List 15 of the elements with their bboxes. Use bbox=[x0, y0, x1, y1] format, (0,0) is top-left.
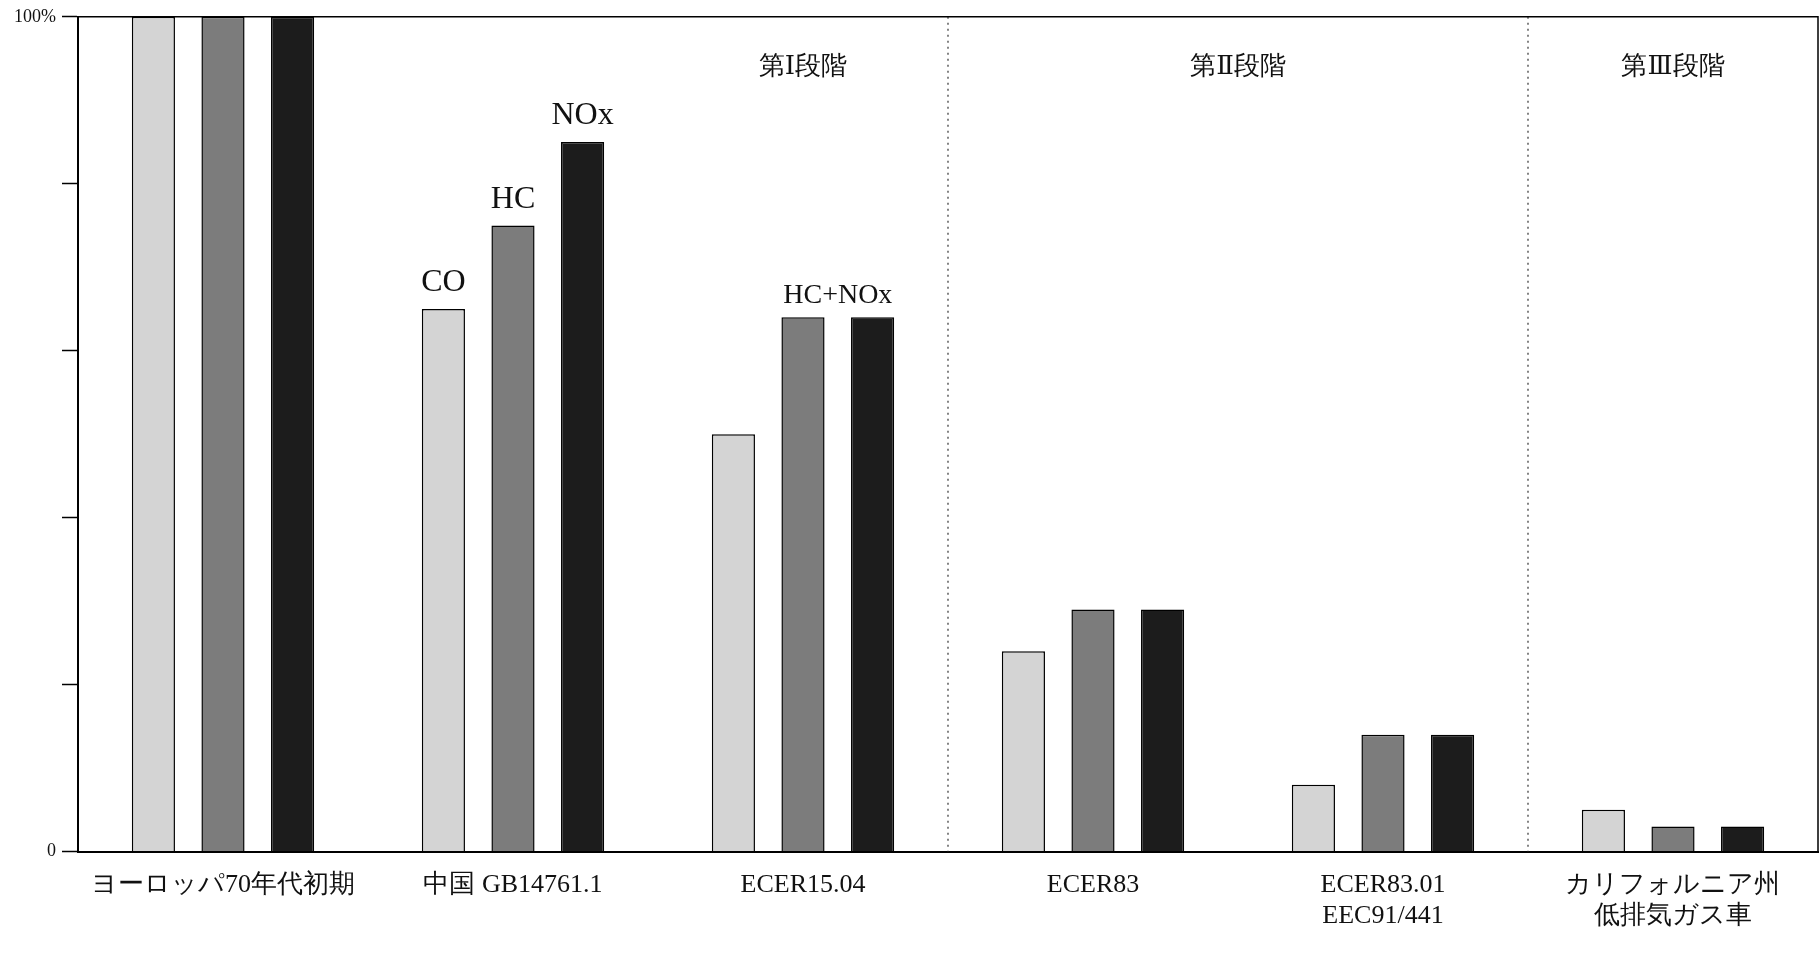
y-tick-label: 100% bbox=[13, 5, 56, 26]
series-label: NOx bbox=[551, 95, 614, 132]
annotation: HC+NOx bbox=[783, 277, 893, 309]
y-tick-label: 0 bbox=[46, 840, 56, 861]
x-tick-label: ECER15.04 bbox=[740, 869, 866, 899]
x-tick-label: カリフォルニア州低排気ガス車 bbox=[1565, 869, 1781, 930]
x-tick-label: ECER83 bbox=[1046, 869, 1140, 899]
annotation: 第Ⅲ段階 bbox=[1621, 50, 1725, 80]
annotation: 第Ⅰ段階 bbox=[758, 50, 848, 80]
x-tick-label: 中国 GB14761.1 bbox=[423, 869, 603, 899]
x-tick-label: ECER83.01 EEC91/441 bbox=[1320, 869, 1446, 930]
annotation: 第Ⅱ段階 bbox=[1190, 50, 1286, 80]
series-label: CO bbox=[421, 262, 466, 299]
series-label: HC bbox=[490, 178, 536, 215]
x-tick-label: ヨーロッパ70年代初期 bbox=[90, 869, 355, 899]
